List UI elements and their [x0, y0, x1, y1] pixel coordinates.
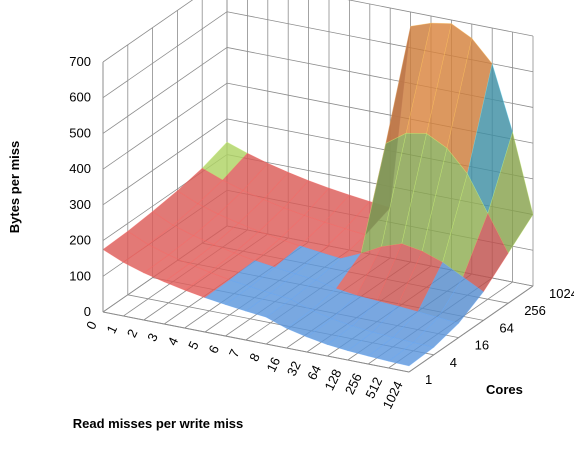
- x-axis-line: [102, 311, 410, 373]
- z-axis-tick-labels: 0 100 200 300 400 500 600 700: [69, 54, 91, 319]
- z-tick-label: 0: [84, 304, 91, 319]
- surface-patch: [387, 342, 435, 367]
- z-tick-label: 200: [69, 233, 91, 248]
- x-tick-label: 0: [83, 319, 100, 332]
- x-tick-label: 16: [263, 355, 283, 375]
- x-tick-label: 8: [246, 351, 263, 364]
- z-tick-label: 600: [69, 90, 91, 105]
- x-tick-label: 128: [322, 367, 345, 393]
- y-tick-label: 4: [450, 355, 457, 370]
- x-tick-label: 2: [124, 327, 141, 340]
- y-axis-tick-labels: 1 4 16 64 2561024: [425, 286, 574, 387]
- x-tick-label: 32: [284, 359, 304, 379]
- x-tick-label: 3: [144, 331, 161, 344]
- surface: [102, 22, 534, 367]
- left-wall-gridline: [102, 11, 228, 99]
- x-tick-label: 7: [226, 347, 243, 360]
- left-wall-gridline: [102, 47, 228, 134]
- axes: [102, 62, 534, 373]
- x-tick-label: 512: [362, 375, 385, 401]
- x-tick-label: 1: [103, 323, 120, 336]
- y-axis-line: [408, 285, 534, 373]
- y-axis-title: Cores: [486, 382, 523, 397]
- x-tick-label: 256: [342, 371, 365, 397]
- z-tick-label: 700: [69, 54, 91, 69]
- y-tick-label: 64: [499, 320, 513, 335]
- y-tick-label: 1024: [549, 286, 574, 301]
- left-wall-gridline: [102, 118, 228, 206]
- left-wall-gridline: [102, 82, 228, 170]
- x-tick-label: 5: [185, 339, 202, 352]
- x-tick-label: 6: [205, 343, 222, 356]
- z-axis-title: Bytes per miss: [7, 141, 22, 234]
- left-wall-gridline: [102, 0, 194, 63]
- back-wall-gridline: [347, 0, 534, 37]
- z-tick-label: 100: [69, 268, 91, 283]
- z-tick-label: 300: [69, 197, 91, 212]
- x-tick-label: 4: [165, 335, 182, 348]
- x-tick-label: 64: [304, 363, 324, 383]
- z-tick-label: 400: [69, 161, 91, 176]
- y-tick-label: 16: [475, 338, 489, 353]
- z-tick-label: 500: [69, 125, 91, 140]
- y-tick-label: 256: [524, 303, 546, 318]
- x-axis-title: Read misses per write miss: [73, 416, 244, 431]
- y-tick-label: 1: [425, 372, 432, 387]
